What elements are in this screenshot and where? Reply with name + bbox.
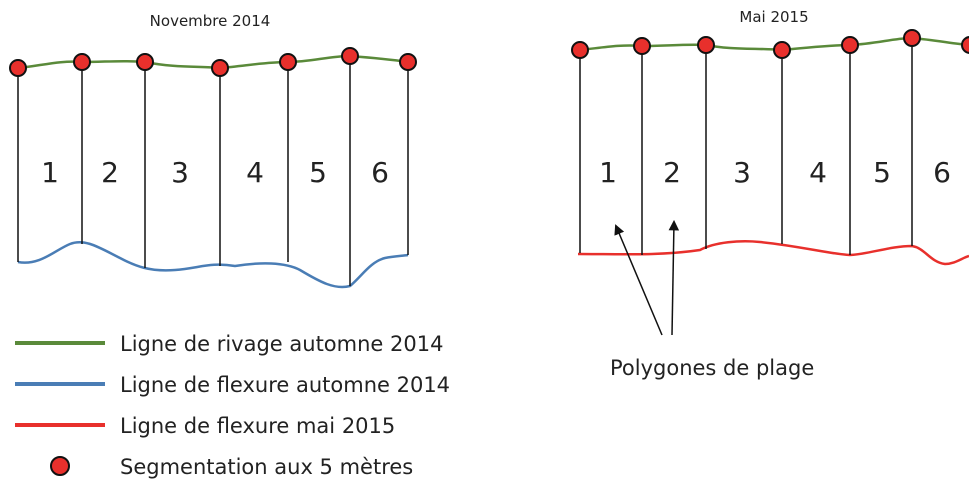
segment-label: 3 — [733, 156, 751, 189]
annotation: Polygones de plage — [610, 356, 814, 380]
legend-swatch — [50, 456, 70, 476]
arrow — [668, 219, 680, 336]
arrow — [614, 224, 663, 336]
points — [9, 47, 417, 77]
segment-label: 6 — [371, 156, 389, 189]
segment-label: 2 — [101, 156, 119, 189]
segment-label: 6 — [933, 156, 951, 189]
segment-label: 1 — [599, 156, 617, 189]
segment-label: 5 — [873, 156, 891, 189]
legend-label: Ligne de rivage automne 2014 — [120, 332, 443, 356]
legend: Ligne de rivage automne 2014 Ligne de fl… — [15, 332, 450, 479]
segment-label: 2 — [663, 156, 681, 189]
flexure-line — [17, 241, 409, 289]
panel-left: Novembre 2014 1 2 3 4 5 6 — [9, 12, 417, 289]
segment-label: 4 — [809, 156, 827, 189]
legend-label: Ligne de flexure automne 2014 — [120, 373, 450, 397]
panel-title: Novembre 2014 — [150, 12, 271, 30]
segment-lines — [17, 56, 409, 286]
segment-label: 5 — [309, 156, 327, 189]
segment-lines — [579, 38, 913, 255]
panel-title: Mai 2015 — [739, 8, 808, 26]
flexure-line — [577, 240, 969, 266]
segment-label: 4 — [246, 156, 264, 189]
legend-label: Ligne de flexure mai 2015 — [120, 414, 395, 438]
segment-label: 1 — [41, 156, 59, 189]
legend-label: Segmentation aux 5 mètres — [120, 455, 413, 479]
segment-label: 3 — [171, 156, 189, 189]
panel-right: Mai 2015 1 2 3 4 5 6 Polygones de plage — [571, 8, 969, 380]
points — [571, 29, 969, 59]
